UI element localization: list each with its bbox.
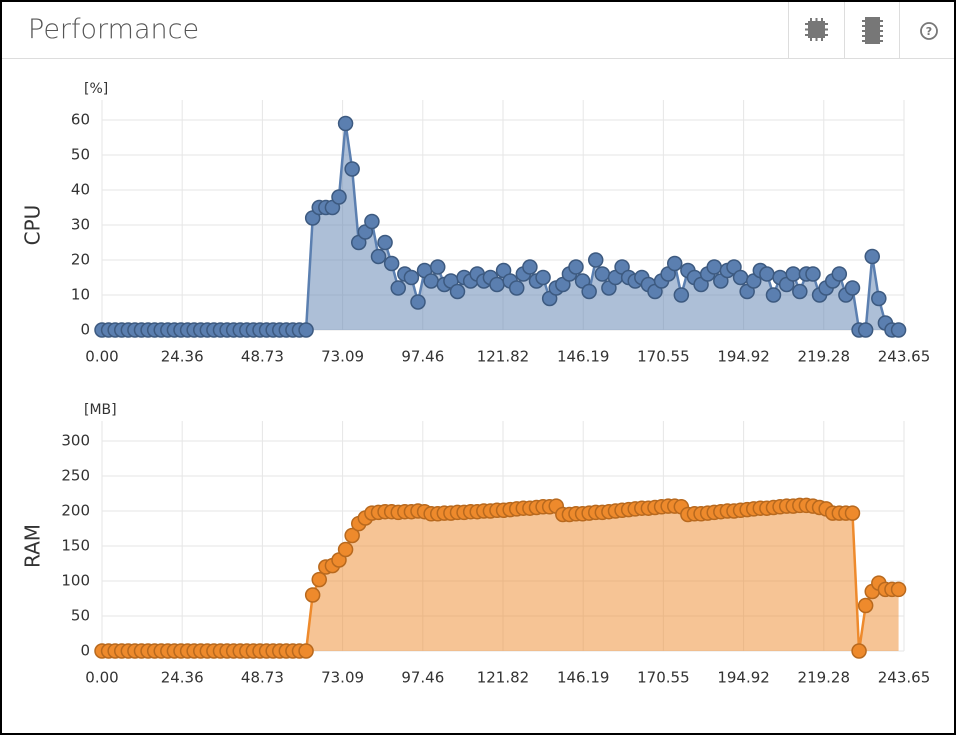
point (666, 255, 683, 272)
point (831, 266, 848, 282)
y-tick-label: 40 (71, 181, 90, 199)
point (449, 283, 466, 300)
point (594, 266, 611, 282)
memory-icon (862, 17, 883, 44)
x-tick-label: 194.92 (717, 348, 770, 366)
point (370, 248, 387, 265)
point (805, 266, 821, 282)
x-tick-label: 97.46 (401, 669, 444, 687)
point (429, 259, 446, 275)
area (102, 505, 899, 651)
y-tick-label: 0 (80, 321, 90, 339)
point (311, 571, 327, 588)
x-tick-label: 194.92 (717, 669, 770, 687)
x-tick-label: 0.00 (85, 348, 118, 366)
point (706, 259, 722, 275)
charts: 0 10 20 30 40 50 60 0.00 24.36 48.73 73.09 97.46 121… (21, 81, 931, 687)
point (732, 269, 749, 286)
y-tick-label: 60 (71, 111, 90, 129)
x-tick-label: 146.19 (557, 669, 610, 687)
point (581, 283, 597, 300)
point (851, 643, 867, 659)
point (765, 287, 782, 303)
point (337, 115, 354, 132)
y-tick-label: 200 (61, 502, 90, 520)
point (568, 259, 584, 275)
y-axis-label: CPU (21, 205, 45, 246)
svg-text:?: ? (926, 25, 932, 38)
point (522, 259, 538, 275)
point (759, 266, 775, 282)
x-tick-label: 73.09 (321, 669, 364, 687)
point (857, 597, 874, 614)
y-tick-label: 150 (61, 537, 90, 555)
point (337, 541, 354, 558)
y-tick-label: 300 (61, 432, 90, 450)
panel-title: Performance (28, 14, 200, 45)
x-tick-label: 146.19 (557, 348, 610, 366)
x-tick-label: 0.00 (85, 669, 118, 687)
point (364, 213, 380, 230)
point (857, 322, 874, 338)
y-tick-label: 50 (71, 146, 90, 164)
x-tick-label: 48.73 (241, 669, 284, 687)
point (403, 269, 420, 286)
point (489, 276, 505, 293)
point (298, 322, 314, 338)
help-button[interactable]: ? (899, 2, 954, 58)
x-tick-label: 73.09 (321, 348, 364, 366)
point (871, 290, 887, 307)
y-axis-label: RAM (21, 524, 45, 568)
x-tick-label: 219.28 (798, 669, 851, 687)
point (423, 273, 439, 289)
header: Performance ? (2, 2, 954, 59)
point (344, 527, 360, 544)
x-tick-label: 243.65 (878, 669, 931, 687)
memory-button[interactable] (844, 2, 900, 58)
y-tick-label: 30 (71, 216, 90, 234)
y-tick-label: 20 (71, 251, 90, 269)
point (508, 280, 525, 296)
x-tick-label: 170.55 (637, 348, 690, 366)
x-tick-label: 121.82 (477, 669, 530, 687)
y-unit: [MB] (84, 402, 117, 418)
point (864, 248, 880, 265)
point (587, 252, 604, 268)
point (377, 234, 393, 251)
x-tick-label: 219.28 (798, 348, 851, 366)
point (792, 283, 808, 300)
y-tick-label: 50 (71, 607, 90, 625)
point (410, 294, 426, 310)
y-tick-label: 10 (71, 286, 90, 304)
help-icon: ? (920, 22, 938, 40)
y-tick-label: 250 (61, 467, 90, 485)
point (844, 280, 861, 296)
point (344, 161, 360, 177)
point (331, 189, 347, 205)
point (535, 269, 551, 286)
point (785, 266, 801, 282)
point (383, 255, 400, 272)
x-tick-label: 48.73 (241, 348, 284, 366)
y-unit: [%] (84, 81, 108, 97)
cpu-button[interactable] (788, 2, 844, 58)
x-tick-label: 24.36 (161, 669, 204, 687)
x-tick-label: 243.65 (878, 348, 931, 366)
point (890, 322, 907, 338)
x-tick-label: 121.82 (477, 348, 530, 366)
cpu-icon (805, 18, 828, 41)
x-tick-label: 97.46 (401, 348, 444, 366)
point (890, 581, 907, 598)
x-tick-label: 24.36 (161, 348, 204, 366)
point (844, 505, 861, 521)
y-tick-label: 0 (80, 642, 90, 660)
x-tick-label: 170.55 (637, 669, 690, 687)
y-tick-label: 100 (61, 572, 90, 590)
point (298, 643, 314, 659)
point (390, 280, 406, 296)
point (304, 587, 321, 603)
point (673, 287, 690, 303)
